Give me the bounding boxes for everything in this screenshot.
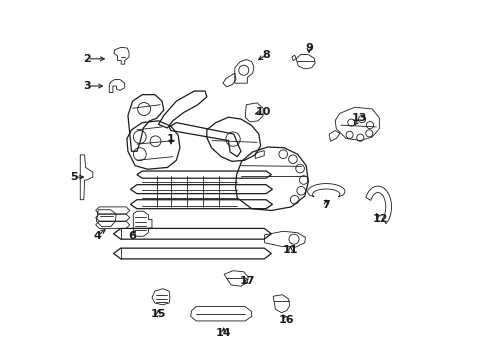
Text: 7: 7 xyxy=(322,200,329,210)
Text: 2: 2 xyxy=(83,54,91,64)
Text: 13: 13 xyxy=(351,113,366,123)
Text: 8: 8 xyxy=(262,50,269,60)
Text: 14: 14 xyxy=(215,328,231,338)
Text: 16: 16 xyxy=(279,315,294,325)
Text: 9: 9 xyxy=(305,43,312,53)
Text: 3: 3 xyxy=(83,81,91,91)
Text: 1: 1 xyxy=(167,134,175,144)
Text: 15: 15 xyxy=(150,310,166,319)
Text: 17: 17 xyxy=(239,276,255,286)
Text: 4: 4 xyxy=(93,231,101,240)
Text: 6: 6 xyxy=(128,231,136,240)
Text: 11: 11 xyxy=(282,245,298,255)
Text: 12: 12 xyxy=(371,215,387,224)
Text: 10: 10 xyxy=(255,107,270,117)
Text: 5: 5 xyxy=(70,172,78,182)
